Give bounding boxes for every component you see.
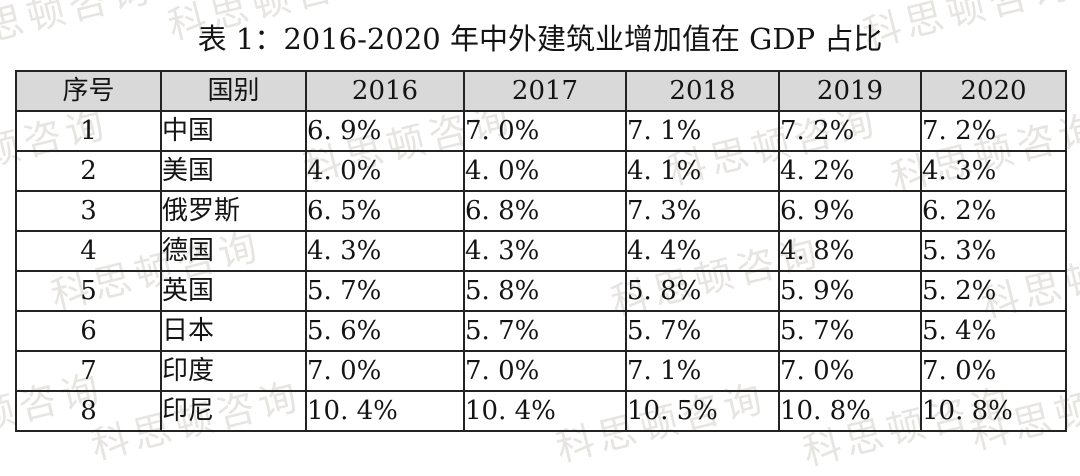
cell-country: 印度 [160,350,307,392]
cell-value: 5. 4% [920,310,1067,352]
cell-value: 4. 1% [625,150,780,192]
cell-value: 10. 5% [625,390,780,432]
cell-value: 10. 8% [920,390,1067,432]
cell-value: 7. 2% [778,110,922,152]
cell-value: 6. 8% [463,190,627,232]
table-row: 2 美国 4. 0% 4. 0% 4. 1% 4. 2% 4. 3% [15,150,1067,192]
cell-value: 6. 2% [920,190,1067,232]
cell-value: 6. 5% [305,190,465,232]
cell-value: 5. 6% [305,310,465,352]
table-row: 5 英国 5. 7% 5. 8% 5. 8% 5. 9% 5. 2% [15,270,1067,312]
cell-no: 3 [15,190,162,232]
table-row: 1 中国 6. 9% 7. 0% 7. 1% 7. 2% 7. 2% [15,110,1067,152]
table-row: 3 俄罗斯 6. 5% 6. 8% 7. 3% 6. 9% 6. 2% [15,190,1067,232]
cell-value: 5. 7% [625,310,780,352]
header-cell-country: 国别 [160,70,307,112]
cell-value: 4. 4% [625,230,780,272]
cell-no: 8 [15,390,162,432]
cell-value: 7. 0% [463,110,627,152]
cell-value: 6. 9% [778,190,922,232]
cell-no: 7 [15,350,162,392]
cell-country: 日本 [160,310,307,352]
cell-value: 10. 4% [305,390,465,432]
cell-value: 7. 0% [920,350,1067,392]
cell-country: 中国 [160,110,307,152]
cell-no: 1 [15,110,162,152]
cell-country: 德国 [160,230,307,272]
cell-value: 7. 3% [625,190,780,232]
table-row: 6 日本 5. 6% 5. 7% 5. 7% 5. 7% 5. 4% [15,310,1067,352]
header-cell-2017: 2017 [463,70,627,112]
cell-no: 4 [15,230,162,272]
cell-value: 6. 9% [305,110,465,152]
cell-value: 4. 2% [778,150,922,192]
table-row: 8 印尼 10. 4% 10. 4% 10. 5% 10. 8% 10. 8% [15,390,1067,432]
cell-value: 4. 3% [920,150,1067,192]
table-row: 7 印度 7. 0% 7. 0% 7. 1% 7. 0% 7. 0% [15,350,1067,392]
cell-value: 5. 2% [920,270,1067,312]
cell-no: 5 [15,270,162,312]
gdp-share-table: 序号 国别 2016 2017 2018 2019 2020 1 中国 6. 9… [15,70,1067,432]
cell-value: 5. 7% [778,310,922,352]
cell-value: 5. 7% [305,270,465,312]
cell-no: 2 [15,150,162,192]
cell-country: 英国 [160,270,307,312]
page-title: 表 1：2016-2020 年中外建筑业增加值在 GDP 占比 [197,22,883,56]
cell-no: 6 [15,310,162,352]
header-cell-2018: 2018 [625,70,780,112]
cell-value: 7. 1% [625,110,780,152]
cell-value: 5. 8% [625,270,780,312]
cell-value: 4. 0% [463,150,627,192]
cell-value: 4. 8% [778,230,922,272]
cell-value: 10. 4% [463,390,627,432]
cell-country: 印尼 [160,390,307,432]
cell-value: 5. 8% [463,270,627,312]
header-cell-2016: 2016 [305,70,465,112]
cell-value: 5. 9% [778,270,922,312]
header-cell-2020: 2020 [920,70,1067,112]
cell-value: 5. 3% [920,230,1067,272]
cell-country: 美国 [160,150,307,192]
cell-country: 俄罗斯 [160,190,307,232]
header-cell-no: 序号 [15,70,162,112]
cell-value: 4. 3% [305,230,465,272]
table-row: 4 德国 4. 3% 4. 3% 4. 4% 4. 8% 5. 3% [15,230,1067,272]
table-header-row: 序号 国别 2016 2017 2018 2019 2020 [15,70,1067,112]
cell-value: 5. 7% [463,310,627,352]
cell-value: 4. 0% [305,150,465,192]
cell-value: 10. 8% [778,390,922,432]
cell-value: 7. 2% [920,110,1067,152]
cell-value: 7. 0% [463,350,627,392]
cell-value: 7. 0% [778,350,922,392]
cell-value: 7. 0% [305,350,465,392]
cell-value: 7. 1% [625,350,780,392]
header-cell-2019: 2019 [778,70,922,112]
cell-value: 4. 3% [463,230,627,272]
